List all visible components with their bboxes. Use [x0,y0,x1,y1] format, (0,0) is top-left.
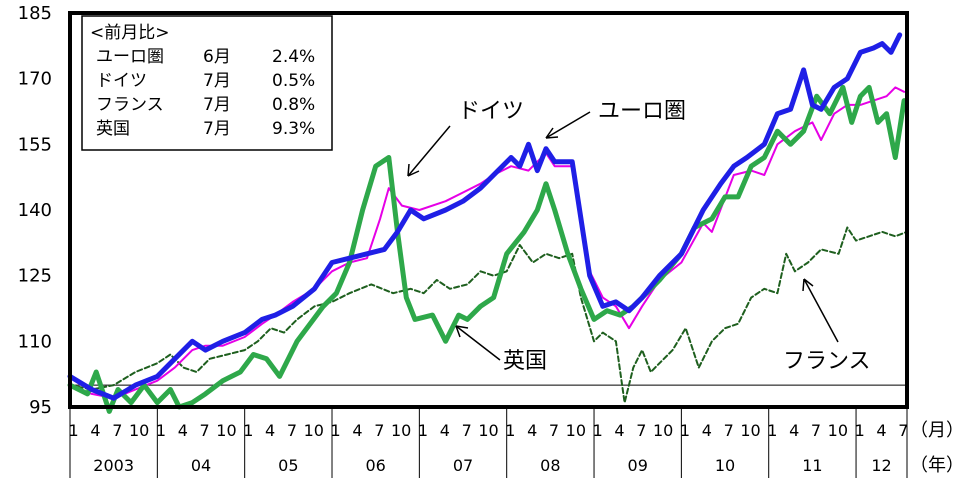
x-year-label: 10 [715,456,735,475]
plot-frame [68,11,909,409]
legend-row-name: フランス [96,95,164,115]
x-month-tick-label: 10 [304,421,324,440]
legend-row-name: ドイツ [96,71,147,91]
x-month-tick-label: 4 [352,421,362,440]
x-month-tick-label: 4 [789,421,799,440]
x-month-tick-label: 7 [724,421,734,440]
legend-row-month: 7月 [203,95,231,115]
x-month-tick-label: 1 [505,421,515,440]
x-month-tick-label: 1 [331,421,341,440]
x-month-tick-label: 10 [391,421,411,440]
x-month-tick-label: 1 [243,421,253,440]
legend-row-value: 0.5% [272,71,315,91]
x-month-tick-label: 7 [200,421,210,440]
arrowhead-uk [455,325,469,338]
legend-frame [81,15,333,151]
legend-row-value: 2.4% [272,47,315,67]
x-year-label: 12 [871,456,891,475]
annotation-eurozone: ユーロ圏 [598,99,686,124]
month-unit-label: （月） [910,420,964,441]
x-month-tick-label: 7 [462,421,472,440]
x-month-tick-label: 4 [702,421,712,440]
x-month-tick-label: 10 [740,421,760,440]
annotations: ドイツ ユーロ圏 英国 フランス [407,99,871,374]
arrow-germany [407,125,451,177]
x-month-tick-label: 1 [69,421,79,440]
x-month-tick-label: 10 [653,421,673,440]
x-month-tick-label: 7 [549,421,559,440]
series-line [67,32,903,401]
x-month-tick-label: 4 [178,421,188,440]
arrowhead-germany [407,163,420,177]
annotation-france: フランス [783,349,871,374]
annotation-germany: ドイツ [458,99,524,124]
x-month-tick-label: 1 [418,421,428,440]
y-tick-label: 95 [29,397,52,418]
series-line [67,84,907,414]
arrow-eurozone [545,111,591,139]
x-year-label: 08 [540,456,560,475]
x-month-tick-label: 1 [767,421,777,440]
y-axis: 95 110 125 140 155 170 185 [18,3,52,418]
legend-row-month: 6月 [203,47,231,67]
x-month-tick-label: 7 [636,421,646,440]
y-tick-label: 125 [18,266,52,287]
x-month-tick-label: 4 [527,421,537,440]
x-year-label: 11 [802,456,822,475]
legend-row-month: 7月 [203,119,231,139]
x-month-tick-label: 1 [680,421,690,440]
y-tick-label: 170 [18,69,52,90]
x-month-tick-label: 10 [566,421,586,440]
legend-box: <前月比> ユーロ圏 6月 2.4% ドイツ 7月 0.5% フランス 7月 0… [81,15,333,151]
x-month-tick-label: 10 [216,421,236,440]
x-month-tick-label: 10 [828,421,848,440]
legend-row-month: 7月 [203,71,231,91]
x-month-tick-label: 10 [129,421,149,440]
x-month-tick-label: 1 [855,421,865,440]
y-tick-label: 185 [18,3,52,24]
x-year-label: 09 [628,456,648,475]
x-month-tick-label: 1 [156,421,166,440]
x-year-label: 04 [191,456,211,475]
arrowhead-france [802,278,814,292]
x-month-tick-label: 4 [90,421,100,440]
legend-title: <前月比> [90,23,170,43]
plot-area [67,32,908,414]
arrow-uk [455,325,501,361]
x-month-tick-label: 7 [112,421,122,440]
legend-row-value: 9.3% [272,119,315,139]
arrow-france [803,278,839,343]
x-year-label: 05 [278,456,298,475]
y-tick-label: 140 [18,200,52,221]
x-month-tick-label: 4 [614,421,624,440]
legend-row-name: 英国 [96,119,130,139]
x-month-tick-label: 7 [811,421,821,440]
x-year-label: 07 [453,456,473,475]
x-year-label: 06 [366,456,386,475]
series-line [69,86,906,400]
x-month-tick-label: 7 [898,421,908,440]
arrowhead-eurozone [545,127,559,139]
y-tick-label: 110 [18,331,52,352]
legend-row-value: 0.8% [272,95,315,115]
annotation-uk: 英国 [503,349,547,374]
x-month-tick-label: 4 [876,421,886,440]
x-year-label: 2003 [93,456,134,475]
x-month-tick-label: 4 [440,421,450,440]
x-month-tick-label: 10 [478,421,498,440]
x-month-tick-label: 7 [374,421,384,440]
y-tick-label: 155 [18,134,52,155]
x-month-tick-label: 7 [287,421,297,440]
year-unit-label: （年） [910,455,964,476]
legend-row-name: ユーロ圏 [96,47,164,67]
x-month-tick-label: 1 [593,421,603,440]
series-line [69,226,908,404]
x-month-tick-label: 4 [265,421,275,440]
